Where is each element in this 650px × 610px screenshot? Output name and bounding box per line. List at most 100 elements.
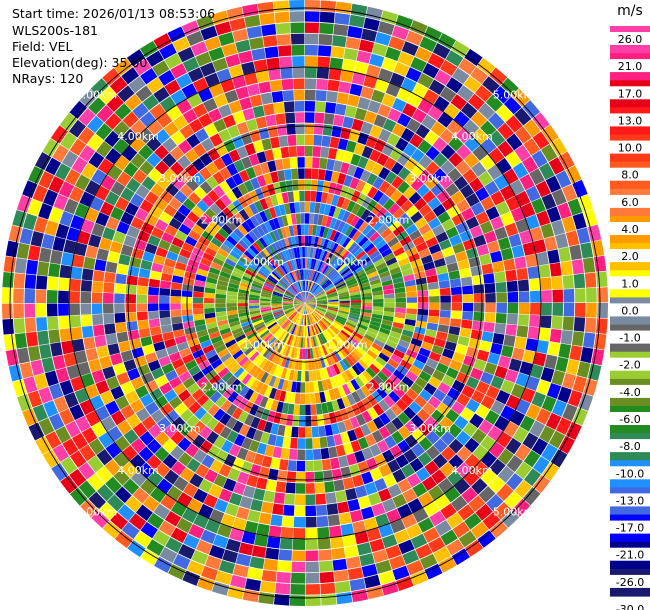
range-gate	[196, 15, 215, 30]
range-gate	[226, 360, 238, 371]
range-gate	[414, 217, 428, 229]
colorbar-tick-label: -21.0	[616, 549, 644, 562]
range-gate	[521, 202, 536, 218]
range-gate	[464, 437, 480, 453]
range-gate	[185, 178, 200, 192]
range-gate	[312, 448, 322, 460]
range-gate	[482, 76, 500, 94]
range-gate	[225, 190, 238, 203]
colorbar-unit-label: m/s	[617, 3, 643, 19]
range-gate	[207, 403, 220, 417]
range-gate	[518, 291, 530, 303]
range-gate	[270, 399, 279, 412]
range-gate	[316, 78, 328, 91]
range-gate	[64, 198, 79, 215]
range-gate	[114, 435, 130, 452]
range-gate	[305, 595, 321, 606]
range-gate	[315, 308, 325, 315]
range-gate	[103, 292, 114, 303]
range-gate	[365, 367, 377, 378]
range-gate	[378, 426, 391, 439]
range-gate	[372, 360, 384, 371]
range-gate	[216, 68, 232, 83]
range-gate	[406, 303, 418, 309]
range-gate	[436, 402, 451, 416]
range-gate	[265, 233, 274, 244]
range-gate	[43, 189, 58, 207]
colorbar-tick-label: 17.0	[618, 87, 643, 100]
range-gate	[392, 493, 407, 508]
range-gate	[256, 70, 270, 83]
range-gate	[410, 56, 427, 73]
range-gate	[296, 295, 305, 303]
range-gate	[475, 503, 493, 521]
range-gate	[221, 42, 238, 57]
range-gate	[446, 119, 463, 136]
range-gate	[305, 303, 316, 307]
range-gate	[299, 348, 303, 360]
range-gate	[421, 341, 434, 351]
range-gate	[428, 351, 442, 363]
range-gate	[284, 307, 295, 314]
range-gate	[531, 150, 548, 168]
range-gate	[150, 409, 165, 424]
range-gate	[88, 438, 105, 455]
range-gate	[103, 313, 115, 325]
range-gate	[1, 287, 13, 303]
range-gate	[81, 427, 98, 444]
range-gate	[315, 290, 325, 297]
range-gate	[271, 301, 282, 303]
range-gate	[177, 46, 195, 63]
range-gate	[305, 157, 313, 168]
range-gate	[320, 332, 328, 343]
range-gate	[333, 219, 342, 231]
range-gate	[218, 323, 230, 331]
range-gate	[140, 479, 157, 495]
range-gate	[214, 498, 229, 513]
range-gate	[229, 320, 241, 328]
range-gate	[284, 203, 291, 215]
range-gate	[540, 223, 555, 239]
range-gate	[462, 422, 478, 437]
colorbar-tick-box	[610, 357, 650, 371]
range-gate	[299, 190, 305, 202]
range-gate	[241, 343, 253, 353]
range-gate	[322, 227, 330, 239]
range-gate	[285, 290, 295, 297]
range-gate	[225, 53, 241, 68]
range-gate	[358, 39, 375, 53]
range-gate	[217, 523, 232, 538]
range-gate	[305, 303, 317, 305]
range-gate	[232, 564, 249, 578]
range-gate	[469, 177, 484, 193]
range-gate	[260, 92, 273, 105]
range-gate	[223, 239, 235, 250]
range-gate	[283, 306, 294, 310]
range-gate	[320, 319, 329, 328]
range-gate	[154, 160, 170, 175]
range-gate	[324, 390, 332, 402]
range-gate	[282, 90, 294, 102]
range-gate	[311, 168, 319, 180]
range-gate	[400, 393, 414, 406]
range-gate	[378, 128, 392, 143]
range-gate	[454, 415, 469, 430]
range-rings	[9, 7, 601, 599]
range-gate	[105, 333, 118, 345]
range-gate	[69, 468, 87, 487]
range-gate	[394, 312, 406, 319]
range-gate	[405, 285, 417, 293]
range-gate	[55, 367, 70, 383]
range-gate	[137, 230, 151, 243]
colorbar-tick-box	[610, 140, 650, 154]
range-gate	[244, 233, 255, 245]
range-gate	[313, 324, 319, 335]
range-gate	[294, 303, 305, 307]
range-gate	[176, 99, 192, 115]
range-gate	[271, 296, 283, 300]
range-gate	[257, 1, 274, 15]
range-gate	[346, 393, 356, 406]
range-gate	[204, 72, 220, 87]
range-gate	[339, 300, 350, 303]
range-gate	[274, 268, 284, 278]
